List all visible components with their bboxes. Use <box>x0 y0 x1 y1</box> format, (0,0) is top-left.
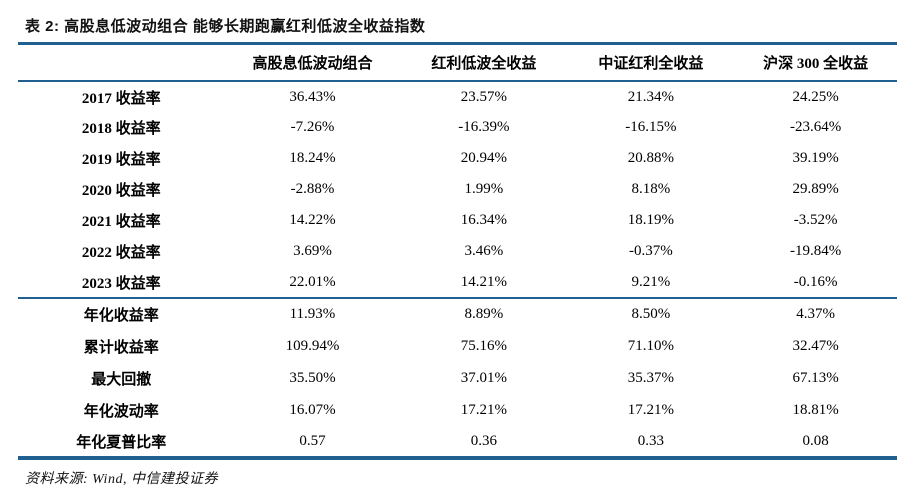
table-title: 表 2: 高股息低波动组合 能够长期跑赢红利低波全收益指数 <box>25 18 426 35</box>
value-cell: -16.15% <box>625 119 677 135</box>
yearly-returns-section: 2017 收益率 36.43% 23.57% 21.34% 24.25% 201… <box>18 81 897 299</box>
table-row: 2017 收益率 36.43% 23.57% 21.34% 24.25% <box>18 81 897 112</box>
value-cell: 17.21% <box>627 401 674 418</box>
value-cell: -0.37% <box>628 243 673 259</box>
row-label: 2018 收益率 <box>81 121 161 137</box>
value-cell: 0.33 <box>567 426 735 460</box>
value-cell: 21.34% <box>627 88 674 105</box>
value-cell: 8.18% <box>631 181 671 197</box>
row-label: 最大回撤 <box>91 371 152 388</box>
value-cell: 3.69% <box>293 243 332 259</box>
row-label: 2020 收益率 <box>81 183 161 199</box>
value-cell: -0.16% <box>734 267 897 299</box>
table-header: 高股息低波动组合 红利低波全收益 中证红利全收益 沪深 300 全收益 <box>18 45 897 82</box>
title-divider <box>18 42 897 45</box>
value-cell: 75.16% <box>460 337 507 354</box>
value-cell: -23.64% <box>790 119 842 135</box>
value-cell: 67.13% <box>792 369 839 386</box>
table-row: 最大回撤 35.50% 37.01% 35.37% 67.13% <box>18 362 897 394</box>
value-cell: 35.37% <box>627 369 674 386</box>
table-row: 2020 收益率 -2.88% 1.99% 8.18% 29.89% <box>18 174 897 205</box>
value-cell: 32.47% <box>792 337 839 354</box>
table-row: 累计收益率 109.94% 75.16% 71.10% 32.47% <box>18 330 897 362</box>
value-cell: 71.10% <box>627 337 674 354</box>
table-row: 年化夏普比率 0.57 0.36 0.33 0.08 <box>18 426 897 460</box>
row-label: 累计收益率 <box>83 339 159 356</box>
table-row: 2018 收益率 -7.26% -16.39% -16.15% -23.64% <box>18 112 897 143</box>
header-label-col <box>18 45 225 82</box>
header-col-hs300: 沪深 300 全收益 <box>734 45 897 82</box>
performance-table: 高股息低波动组合 红利低波全收益 中证红利全收益 沪深 300 全收益 2017… <box>18 45 897 460</box>
value-cell: 20.88% <box>627 150 674 166</box>
value-cell: -2.88% <box>290 181 335 197</box>
row-label: 2017 收益率 <box>81 90 161 107</box>
row-label: 年化波动率 <box>83 403 159 420</box>
table-row: 2022 收益率 3.69% 3.46% -0.37% -19.84% <box>18 236 897 267</box>
row-label: 年化收益率 <box>83 308 159 324</box>
header-col-csi-dividend: 中证红利全收益 <box>567 45 735 82</box>
table-row: 2021 收益率 14.22% 16.34% 18.19% -3.52% <box>18 205 897 236</box>
header-row: 高股息低波动组合 红利低波全收益 中证红利全收益 沪深 300 全收益 <box>18 45 897 82</box>
value-cell: 14.21% <box>400 267 568 299</box>
value-cell: 0.08 <box>734 426 897 460</box>
table-row: 2023 收益率 22.01% 14.21% 9.21% -0.16% <box>18 267 897 299</box>
value-cell: 24.25% <box>792 88 839 105</box>
value-cell: 8.89% <box>464 306 504 322</box>
table-row: 年化收益率 11.93% 8.89% 8.50% 4.37% <box>18 298 897 330</box>
summary-stats-section: 年化收益率 11.93% 8.89% 8.50% 4.37% 累计收益率 109… <box>18 298 897 460</box>
header-col-dividend-lowvol: 红利低波全收益 <box>400 45 568 82</box>
value-cell: 0.36 <box>400 426 568 460</box>
value-cell: 16.07% <box>289 401 336 418</box>
value-cell: 4.37% <box>796 306 836 322</box>
source-note: 资料来源: Wind, 中信建投证券 <box>25 472 218 487</box>
value-cell: 37.01% <box>460 369 507 386</box>
table-row: 2019 收益率 18.24% 20.94% 20.88% 39.19% <box>18 143 897 174</box>
row-label: 2022 收益率 <box>81 245 161 261</box>
row-label: 2021 收益率 <box>81 214 161 230</box>
row-label: 2019 收益率 <box>81 152 161 168</box>
value-cell: 11.93% <box>289 306 336 322</box>
value-cell: -16.39% <box>458 119 510 135</box>
value-cell: 14.22% <box>289 212 336 228</box>
value-cell: 3.46% <box>464 243 504 259</box>
value-cell: -3.52% <box>793 212 838 228</box>
value-cell: 29.89% <box>792 181 839 197</box>
value-cell: 18.19% <box>627 212 674 228</box>
value-cell: 20.94% <box>460 150 507 166</box>
value-cell: 18.81% <box>792 401 839 418</box>
value-cell: 1.99% <box>464 181 504 197</box>
value-cell: 18.24% <box>289 150 336 166</box>
value-cell: -7.26% <box>290 119 335 135</box>
table-row: 年化波动率 16.07% 17.21% 17.21% 18.81% <box>18 394 897 426</box>
value-cell: -19.84% <box>790 243 842 259</box>
value-cell: 16.34% <box>460 212 507 228</box>
value-cell: 8.50% <box>631 306 671 322</box>
row-label: 年化夏普比率 <box>18 426 225 460</box>
value-cell: 17.21% <box>460 401 507 418</box>
value-cell: 35.50% <box>289 369 336 386</box>
value-cell: 23.57% <box>460 88 507 105</box>
value-cell: 109.94% <box>285 337 340 354</box>
value-cell: 39.19% <box>792 150 839 166</box>
header-col-portfolio: 高股息低波动组合 <box>224 45 401 82</box>
value-cell: 9.21% <box>567 267 735 299</box>
value-cell: 36.43% <box>289 88 336 105</box>
value-cell: 0.57 <box>224 426 401 460</box>
value-cell: 22.01% <box>224 267 401 299</box>
row-label: 2023 收益率 <box>18 267 225 299</box>
